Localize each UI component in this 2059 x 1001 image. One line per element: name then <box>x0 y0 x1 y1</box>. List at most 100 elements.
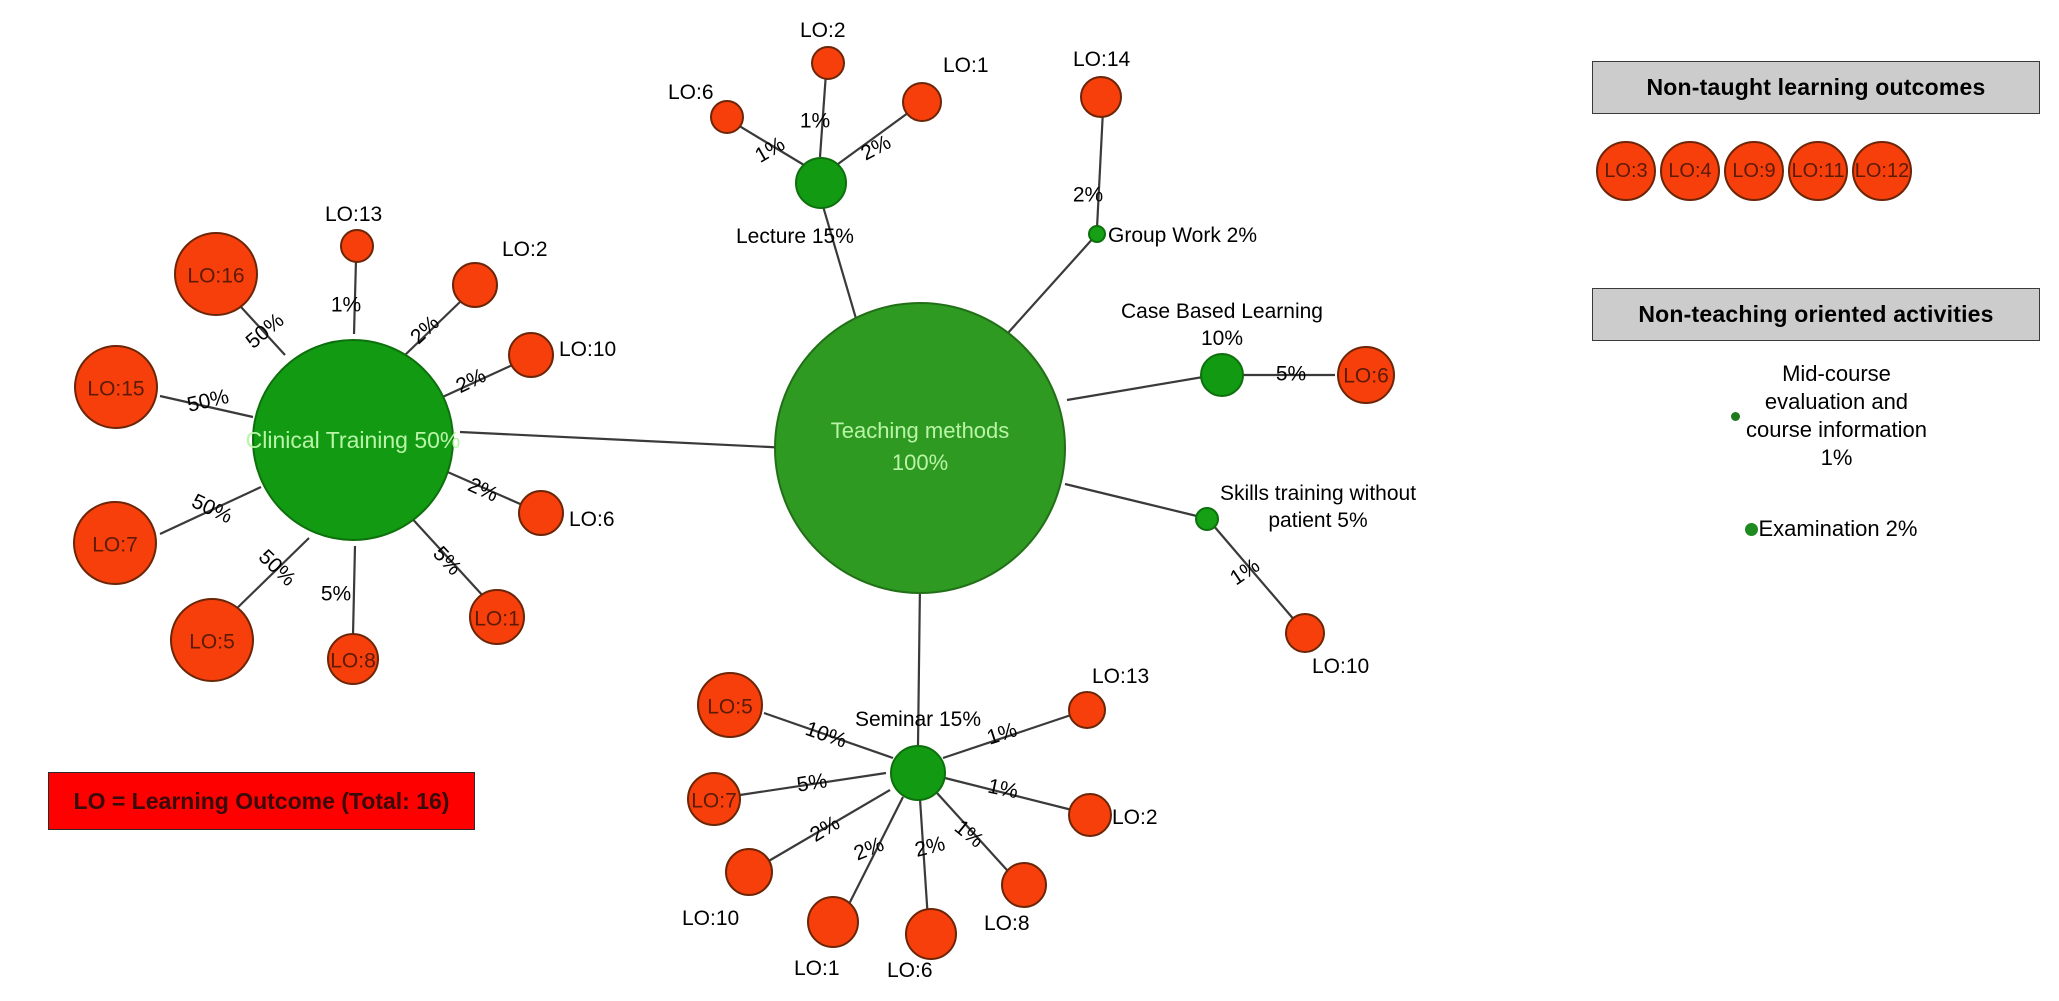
lecture-hub-label: Lecture 15% <box>736 225 854 248</box>
lecture-lo6-circle[interactable] <box>710 100 744 134</box>
edge-group <box>159 72 1335 921</box>
clinical-lo5-label: LO:5 <box>189 631 235 654</box>
non-taught-lo-item[interactable]: LO:12 <box>1852 141 1912 201</box>
edge-clinical-lo8 <box>351 545 357 636</box>
edge-root-clinical <box>459 430 791 450</box>
group-work-hub-circle[interactable] <box>1088 225 1106 243</box>
edge-root-skills <box>1064 482 1206 520</box>
seminar-lo7-circle[interactable] <box>687 772 741 826</box>
clinical-lo15-circle[interactable] <box>74 345 158 429</box>
skills-lo10-label: LO:10 <box>1312 655 1369 678</box>
teaching-methods-circle[interactable] <box>774 302 1066 594</box>
non-taught-lo-item[interactable]: LO:4 <box>1660 141 1720 201</box>
seminar-lo6-circle[interactable] <box>905 908 957 960</box>
clinical-lo13-label: LO:13 <box>325 203 382 226</box>
seminar-lo2-label: LO:2 <box>1112 806 1158 829</box>
lecture-lo1-label: LO:1 <box>943 54 989 77</box>
edge-seminar-lo6 <box>918 798 930 921</box>
clinical-lo6-weight: 2% <box>464 473 501 506</box>
case-based-hub-circle[interactable] <box>1200 353 1244 397</box>
clinical-lo5-circle[interactable] <box>170 598 254 682</box>
seminar-lo7-weight: 5% <box>795 769 829 796</box>
clinical-lo7-circle[interactable] <box>73 501 157 585</box>
seminar-lo13-weight: 1% <box>984 718 1020 749</box>
clinical-hub-label: Clinical Training 50% <box>246 427 461 453</box>
case-based-hub-label-line2: 10% <box>1201 327 1243 350</box>
edge-clinical-lo6 <box>433 464 528 509</box>
cluster-lecture: Lecture 15% LO:6 1% LO:2 1% LO:1 2% <box>668 19 989 248</box>
edge-clinical-lo10 <box>435 360 520 402</box>
cluster-case-based-learning: Case Based Learning 10% LO:6 5% <box>1121 300 1395 404</box>
clinical-lo13-weight: 1% <box>331 294 361 317</box>
seminar-lo8-label: LO:8 <box>984 912 1030 935</box>
lecture-lo6-label: LO:6 <box>668 81 714 104</box>
edge-clinical-lo7 <box>159 486 262 535</box>
seminar-lo7-label: LO:7 <box>691 790 737 813</box>
edge-skills-lo10 <box>1212 524 1297 623</box>
edge-lecture-lo1 <box>837 109 913 165</box>
lecture-lo2-weight: 1% <box>800 110 830 133</box>
edge-root-seminar <box>916 583 922 746</box>
seminar-lo1-circle[interactable] <box>807 896 859 948</box>
non-taught-lo-item[interactable]: LO:11 <box>1788 141 1848 201</box>
skills-hub-circle[interactable] <box>1195 507 1219 531</box>
cluster-skills-training: Skills training without patient 5% LO:10… <box>1195 482 1416 678</box>
seminar-lo6-weight: 2% <box>912 832 947 862</box>
edge-seminar-lo8 <box>936 792 1017 881</box>
lecture-lo2-label: LO:2 <box>800 19 846 42</box>
non-teaching-activity-row: Mid-course evaluation and course informa… <box>1614 360 2044 472</box>
green-bullet-icon <box>1731 411 1740 421</box>
edge-root-casebased <box>1066 373 1216 402</box>
seminar-lo2-circle[interactable] <box>1068 793 1112 837</box>
edge-clinical-lo1 <box>406 512 485 598</box>
clinical-lo15-label: LO:15 <box>87 378 144 401</box>
learning-outcome-legend: LO = Learning Outcome (Total: 16) <box>48 772 475 830</box>
non-teaching-activity-row: Examination 2% <box>1618 516 2044 542</box>
lecture-lo1-weight: 2% <box>857 131 895 166</box>
edge-seminar-lo5 <box>763 711 894 760</box>
skills-lo10-circle[interactable] <box>1285 613 1325 653</box>
skills-lo10-weight: 1% <box>1226 554 1264 590</box>
mid-course-evaluation-label: Mid-course evaluation and course informa… <box>1746 361 1927 470</box>
edge-clinical-lo2 <box>404 299 463 356</box>
seminar-lo8-circle[interactable] <box>1001 862 1047 908</box>
clinical-lo10-weight: 2% <box>452 364 489 398</box>
group-work-lo14-label: LO:14 <box>1073 48 1131 71</box>
clinical-lo8-circle[interactable] <box>327 633 379 685</box>
non-taught-lo-item[interactable]: LO:3 <box>1596 141 1656 201</box>
seminar-lo1-label: LO:1 <box>794 957 840 980</box>
clinical-lo16-circle[interactable] <box>174 232 258 316</box>
skills-hub-label-line1: Skills training without <box>1220 482 1416 505</box>
node-teaching-methods[interactable]: Teaching methods 100% <box>774 302 1066 594</box>
seminar-lo13-circle[interactable] <box>1068 691 1106 729</box>
lecture-lo2-circle[interactable] <box>811 46 845 80</box>
green-bullet-icon <box>1744 522 1758 536</box>
seminar-lo5-circle[interactable] <box>697 672 763 738</box>
edge-lecture-lo6 <box>735 123 805 166</box>
clinical-lo1-label: LO:1 <box>474 608 520 631</box>
lecture-lo1-circle[interactable] <box>902 82 942 122</box>
non-taught-outcomes-header: Non-taught learning outcomes <box>1592 61 2040 114</box>
cluster-clinical-training: Clinical Training 50% LO:16 50% LO:13 1%… <box>73 203 616 685</box>
clinical-lo7-weight: 50% <box>188 490 236 529</box>
clinical-lo1-circle[interactable] <box>469 589 525 645</box>
lecture-hub-circle[interactable] <box>795 157 847 209</box>
edge-groupwork-lo14 <box>1095 109 1105 229</box>
seminar-hub-circle[interactable] <box>890 745 946 801</box>
seminar-lo10-circle[interactable] <box>725 848 773 896</box>
clinical-lo6-circle[interactable] <box>518 490 564 536</box>
clinical-lo2-circle[interactable] <box>452 262 498 308</box>
non-taught-lo-item[interactable]: LO:9 <box>1724 141 1784 201</box>
non-teaching-activities-list: Mid-course evaluation and course informa… <box>1596 360 2044 542</box>
edge-clinical-lo13 <box>352 259 358 335</box>
group-work-lo14-circle[interactable] <box>1080 76 1122 118</box>
clinical-lo13-circle[interactable] <box>340 229 374 263</box>
clinical-hub-circle[interactable] <box>252 339 454 541</box>
case-based-lo6-circle[interactable] <box>1337 346 1395 404</box>
group-work-hub-label: Group Work 2% <box>1108 224 1257 247</box>
seminar-lo10-weight: 2% <box>806 811 844 846</box>
seminar-lo5-weight: 10% <box>802 717 849 752</box>
clinical-lo10-circle[interactable] <box>508 332 554 378</box>
